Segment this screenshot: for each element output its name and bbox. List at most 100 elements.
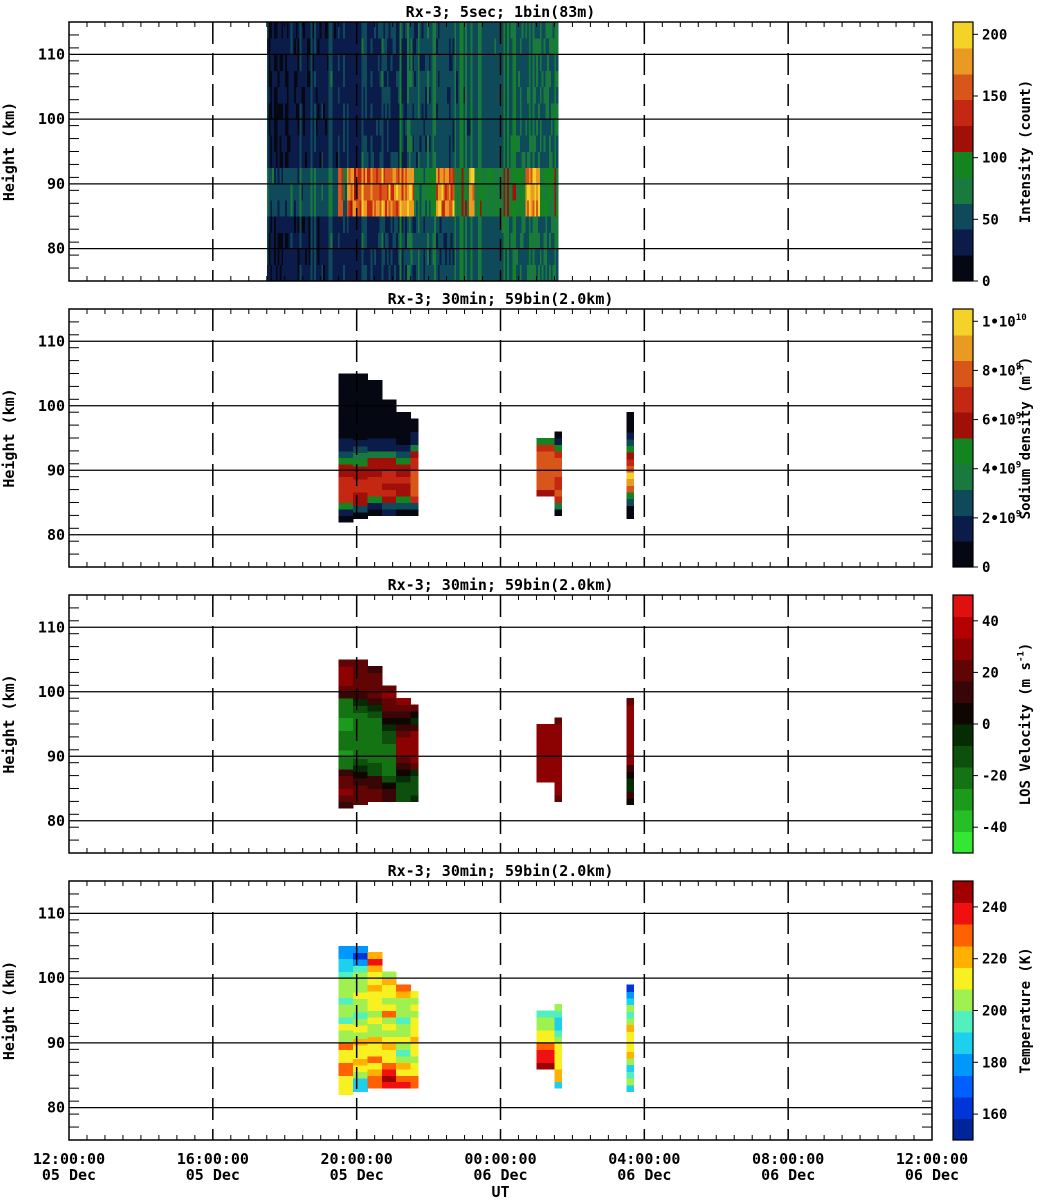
cell — [396, 1036, 412, 1044]
strip — [272, 119, 275, 136]
strip — [532, 248, 535, 266]
strip — [370, 54, 373, 71]
strip — [461, 183, 464, 201]
strip — [443, 22, 446, 39]
strip — [406, 102, 410, 120]
strip — [496, 54, 499, 71]
strip — [310, 102, 313, 120]
strip — [359, 216, 362, 233]
cell — [381, 431, 397, 439]
colorbar-tick-label: 180 — [982, 1055, 1007, 1071]
strip — [406, 151, 410, 169]
strip — [394, 70, 397, 88]
strip — [321, 54, 324, 71]
strip — [497, 102, 501, 120]
strip — [354, 216, 357, 233]
strip — [517, 102, 521, 120]
strip — [487, 102, 490, 120]
strip — [270, 38, 273, 55]
strip — [385, 183, 388, 201]
strip — [528, 86, 532, 104]
strip — [543, 151, 546, 169]
strip — [556, 38, 559, 55]
strip — [425, 38, 428, 55]
strip — [323, 70, 326, 88]
strip — [465, 200, 468, 217]
strip — [421, 151, 424, 169]
strip — [337, 119, 340, 136]
strip — [454, 264, 457, 281]
strip — [288, 102, 291, 120]
strip — [388, 200, 391, 217]
strip — [541, 54, 544, 71]
strip — [410, 167, 413, 185]
strip — [436, 232, 439, 250]
cell — [353, 1018, 368, 1026]
strip — [417, 70, 421, 88]
strip — [403, 119, 406, 136]
strip — [421, 22, 424, 39]
cell — [381, 1062, 397, 1070]
strip — [436, 22, 439, 39]
strip — [499, 167, 503, 185]
strip — [446, 86, 450, 104]
strip — [521, 135, 524, 152]
strip — [472, 216, 475, 233]
strip — [541, 264, 544, 281]
strip — [554, 248, 557, 266]
cell — [396, 496, 412, 503]
profile-7 — [536, 438, 555, 497]
strip — [472, 200, 475, 217]
strip — [501, 135, 504, 152]
strip — [375, 135, 379, 152]
strip — [508, 38, 512, 55]
strip — [326, 70, 330, 88]
strip — [406, 54, 410, 71]
strip — [408, 200, 411, 217]
cell — [353, 439, 368, 447]
strip — [443, 248, 446, 266]
strip — [514, 167, 517, 185]
strip — [430, 183, 433, 201]
strip — [494, 248, 497, 266]
strip — [532, 22, 535, 39]
strip — [494, 102, 497, 120]
colorbar-segment — [953, 515, 973, 542]
strip — [516, 232, 519, 250]
strip — [290, 22, 293, 39]
strip — [416, 216, 419, 233]
strip — [388, 70, 391, 88]
strip — [397, 102, 401, 120]
strip — [414, 183, 417, 201]
cell — [554, 1010, 563, 1018]
strip — [497, 216, 501, 233]
strip — [485, 119, 488, 136]
strip — [545, 232, 548, 250]
strip — [366, 183, 370, 201]
strip — [497, 167, 501, 185]
strip — [410, 183, 413, 201]
strip — [397, 70, 401, 88]
x-tick-date: 06 Dec — [905, 1166, 959, 1184]
strip — [348, 183, 351, 201]
strip — [532, 86, 535, 104]
profile-4 — [381, 399, 397, 516]
profile-5 — [396, 412, 412, 516]
strip — [328, 54, 331, 71]
strip — [290, 119, 293, 136]
cell — [338, 965, 354, 973]
strip — [386, 135, 390, 152]
colorbar-segment — [953, 788, 973, 811]
strip — [439, 119, 442, 136]
strip — [474, 54, 477, 71]
y-tick-label: 90 — [47, 747, 65, 765]
strip — [385, 167, 388, 185]
strip — [521, 86, 524, 104]
strip — [423, 248, 426, 266]
cell — [381, 997, 397, 1005]
strip — [543, 38, 546, 55]
strip — [268, 86, 271, 104]
